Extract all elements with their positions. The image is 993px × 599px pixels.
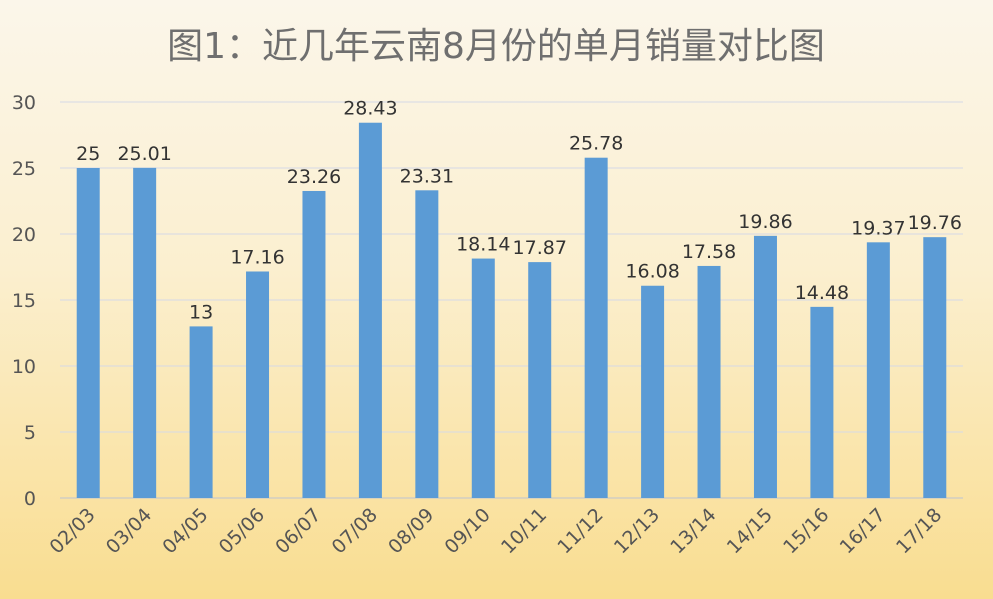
bar — [584, 157, 608, 499]
data-labels: 25 25.01 13 17.16 23.26 28.43 23.31 18.14 17.87 2… — [76, 98, 962, 324]
data-label: 17.58 — [682, 241, 736, 263]
bar — [76, 168, 100, 498]
data-label: 25.78 — [569, 133, 623, 155]
bar — [133, 167, 157, 499]
y-tick-label: 30 — [12, 92, 36, 114]
y-tick-label: 10 — [12, 356, 36, 378]
y-tick-label: 0 — [24, 488, 36, 510]
x-tick-label: 13/14 — [666, 504, 720, 558]
chart-title: 图1：近几年云南8月份的单月销量对比图 — [167, 26, 825, 67]
y-axis: 0 5 10 15 20 25 30 — [12, 92, 36, 510]
bar — [641, 285, 665, 498]
x-tick-label: 07/08 — [328, 504, 382, 558]
x-tick-label: 06/07 — [271, 504, 325, 558]
bar — [753, 235, 777, 498]
x-tick-label: 15/16 — [779, 504, 833, 558]
x-tick-label: 16/17 — [836, 504, 890, 558]
x-tick-label: 04/05 — [158, 504, 212, 558]
x-tick-label: 05/06 — [215, 504, 269, 558]
bar — [246, 271, 270, 498]
bar — [415, 190, 439, 499]
bar — [471, 258, 495, 498]
bar — [866, 242, 890, 498]
bar — [923, 237, 947, 498]
bar — [810, 306, 834, 498]
data-label: 17.16 — [230, 246, 284, 268]
data-label: 19.86 — [738, 211, 792, 233]
bar — [189, 326, 213, 498]
y-tick-label: 15 — [12, 290, 36, 312]
data-label: 18.14 — [456, 234, 510, 256]
bars — [76, 122, 947, 499]
y-tick-label: 20 — [12, 224, 36, 246]
data-label: 28.43 — [343, 98, 397, 120]
data-label: 25 — [76, 143, 100, 165]
data-label: 14.48 — [795, 282, 849, 304]
data-label: 13 — [189, 301, 213, 323]
bar — [302, 190, 326, 498]
x-axis: 02/03 03/04 04/05 05/06 06/07 07/08 08/09 09/10… — [45, 504, 946, 558]
x-tick-label: 12/13 — [610, 504, 664, 558]
x-tick-label: 09/10 — [441, 504, 495, 558]
x-tick-label: 08/09 — [384, 504, 438, 558]
x-tick-label: 03/04 — [102, 504, 156, 558]
data-label: 23.31 — [400, 165, 454, 187]
y-tick-label: 5 — [24, 422, 36, 444]
data-label: 19.76 — [908, 212, 962, 234]
x-tick-label: 17/18 — [892, 504, 946, 558]
data-label: 23.26 — [287, 166, 341, 188]
data-label: 25.01 — [117, 143, 171, 165]
x-tick-label: 10/11 — [497, 504, 551, 558]
data-label: 16.08 — [625, 261, 679, 283]
x-tick-label: 11/12 — [553, 504, 607, 558]
data-label: 17.87 — [513, 237, 567, 259]
bar — [528, 262, 552, 498]
bar — [358, 122, 382, 498]
data-label: 19.37 — [851, 217, 905, 239]
bar — [697, 265, 721, 498]
x-tick-label: 14/15 — [723, 504, 777, 558]
x-tick-label: 02/03 — [45, 504, 99, 558]
y-tick-label: 25 — [12, 158, 36, 180]
